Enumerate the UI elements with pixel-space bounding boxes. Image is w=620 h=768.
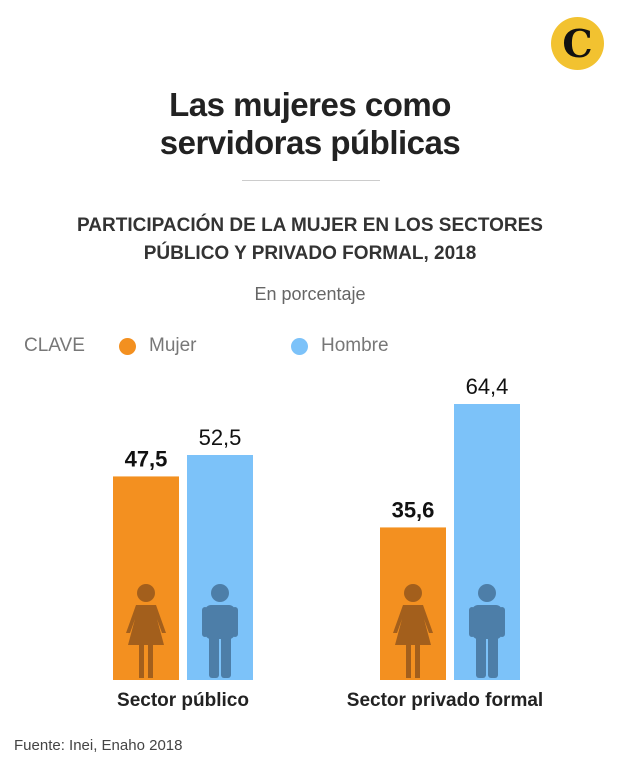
bar-mujer-1 [380,527,446,680]
data-label: 64,4 [466,374,509,399]
man-icon [202,584,238,678]
woman-icon [393,584,433,678]
data-label: 47,5 [125,446,168,471]
divider [242,180,380,181]
source-note: Fuente: Inei, Enaho 2018 [14,737,183,754]
el-comercio-logo: C [551,17,604,70]
page-title: Las mujeres como servidoras públicas [0,86,620,162]
title-line-2: servidoras públicas [159,124,461,161]
title-line-1: Las mujeres como [169,86,451,123]
bar-mujer-0 [113,476,179,680]
bar-hombre-0 [187,455,253,680]
data-label: 52,5 [199,425,242,450]
logo-letter: C [562,21,593,66]
woman-icon [126,584,166,678]
category-label-sector-privado: Sector privado formal [346,690,544,711]
chart-subtitle: En porcentaje [254,284,366,304]
legend-item-mujer: Mujer [149,335,197,356]
chart-title-line-1: PARTICIPACIÓN DE LA MUJER EN LOS SECTORE… [77,215,543,236]
legend-label: CLAVE [24,335,85,356]
category-label-sector-publico: Sector público [117,690,249,711]
chart-title: PARTICIPACIÓN DE LA MUJER EN LOS SECTORE… [0,212,620,268]
legend-item-hombre: Hombre [321,335,389,356]
man-icon [469,584,505,678]
legend-swatch-hombre [291,338,308,355]
legend-swatch-mujer [119,338,136,355]
chart-title-line-2: PÚBLICO Y PRIVADO FORMAL, 2018 [143,243,477,264]
data-label: 35,6 [392,497,435,522]
